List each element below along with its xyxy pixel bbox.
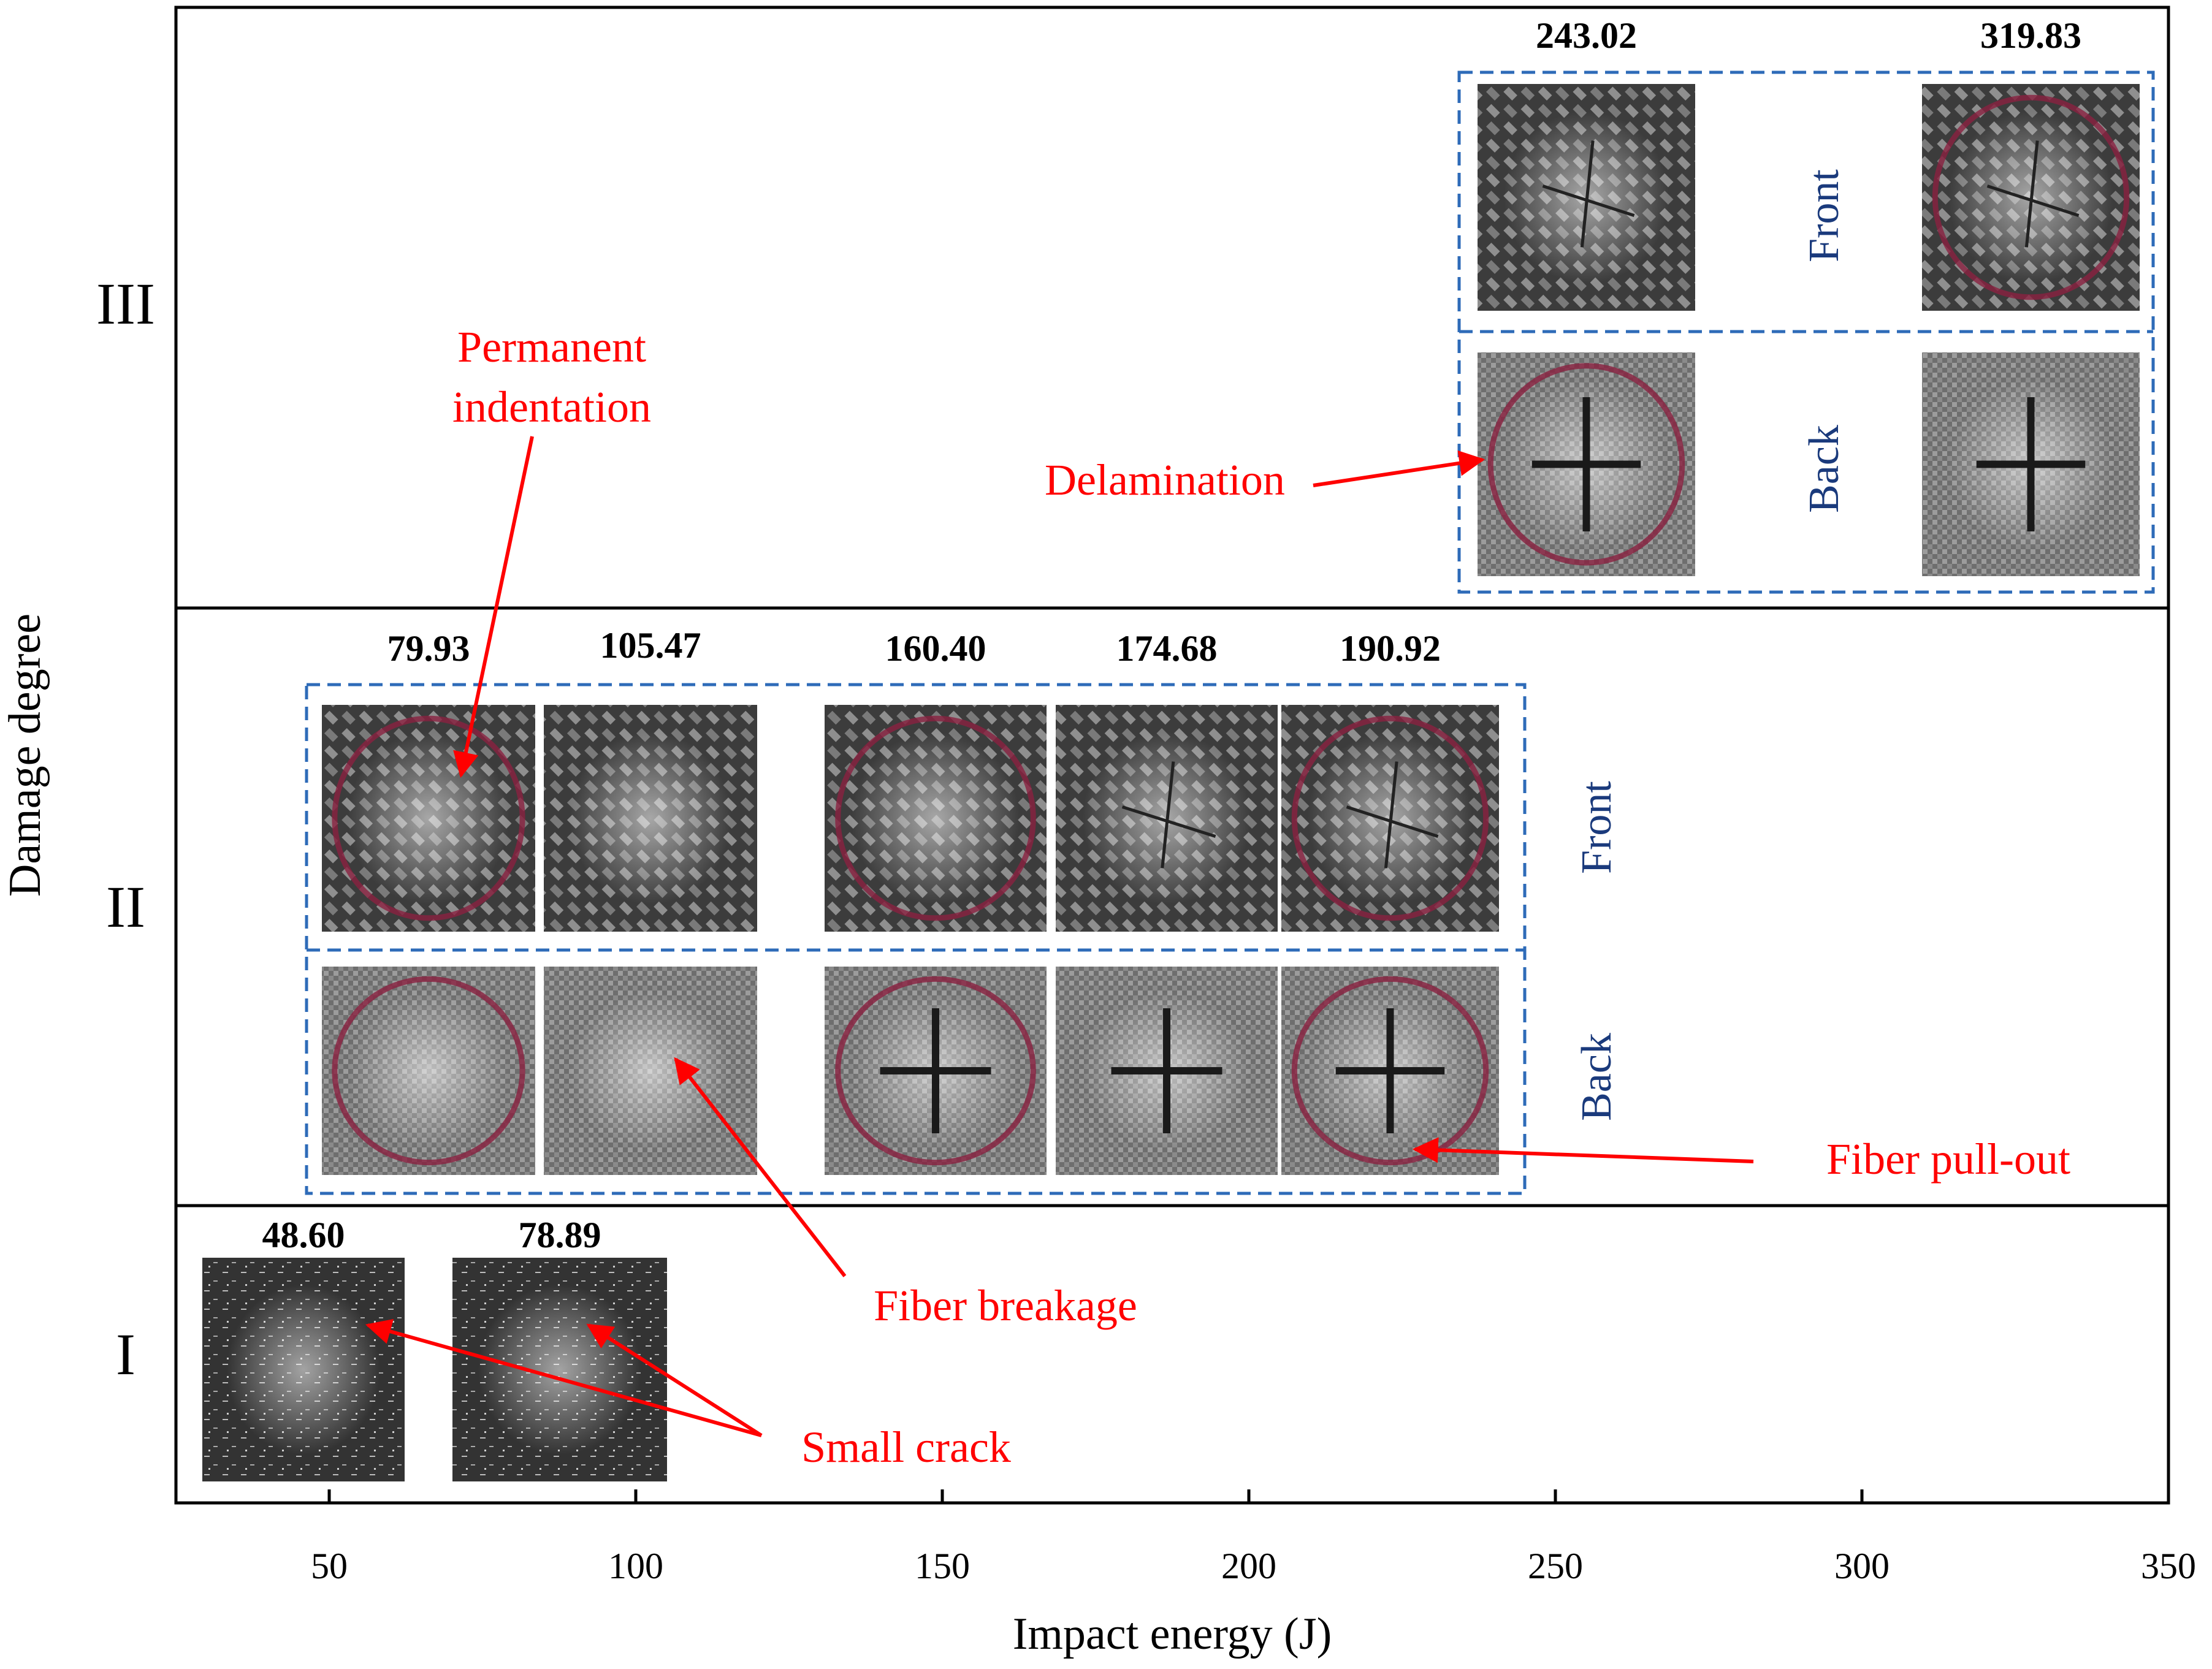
specimen-back-III-0 (1478, 352, 1695, 576)
specimen-back-II-0 (322, 967, 535, 1175)
panel-level-II (305, 683, 1527, 1195)
specimen-back-II-4 (1281, 967, 1499, 1175)
x-axis-ticks: 50 100 150 200 250 300 350 (311, 1489, 2196, 1586)
energy-label-III-0: 243.02 (1536, 15, 1637, 56)
annotation-fiber-pullout: Fiber pull-out (1412, 1135, 2070, 1184)
x-tick-label-300: 300 (1834, 1546, 1890, 1586)
specimen-images: 48.60 78.89 79.93 105.47 160.40 174.68 190.92 2… (202, 15, 2140, 1481)
y-axis-title: Damage degree (0, 614, 50, 897)
x-tick-label-50: 50 (311, 1546, 348, 1586)
energy-label-I-0: 48.60 (262, 1215, 345, 1255)
level-label-II: II (106, 874, 145, 940)
svg-text:Small crack: Small crack (801, 1423, 1011, 1472)
label-front-II: Front (1573, 781, 1620, 874)
svg-text:Permanent: Permanent (457, 322, 646, 371)
label-front-III: Front (1801, 169, 1848, 262)
x-tick-label-350: 350 (2141, 1546, 2196, 1586)
panel-level-III (1457, 70, 2155, 594)
annotation-fiber-breakage: Fiber breakage (674, 1057, 1137, 1330)
energy-label-I-1: 78.89 (519, 1215, 601, 1255)
svg-text:Delamination: Delamination (1045, 455, 1285, 504)
svg-text:indentation: indentation (452, 382, 651, 432)
annotation-permanent-indentation: Permanent indentation (452, 322, 651, 778)
x-tick-label-250: 250 (1528, 1546, 1583, 1586)
energy-label-II-2: 160.40 (885, 628, 986, 669)
specimen-front-III-0 (1478, 84, 1695, 311)
energy-label-II-3: 174.68 (1116, 628, 1218, 669)
specimen-front-II-0 (322, 705, 535, 932)
level-label-III: III (96, 271, 155, 336)
energy-label-II-4: 190.92 (1340, 628, 1441, 669)
svg-text:Fiber pull-out: Fiber pull-out (1826, 1135, 2070, 1184)
specimen-front-II-1 (544, 705, 757, 932)
specimen-back-II-1 (544, 967, 757, 1175)
label-back-II: Back (1573, 1033, 1620, 1121)
specimen-back-III-1 (1922, 352, 2140, 576)
specimen-front-II-2 (825, 705, 1047, 932)
energy-label-II-1: 105.47 (600, 625, 701, 666)
x-tick-label-150: 150 (915, 1546, 970, 1586)
specimen-front-II-3 (1056, 705, 1278, 932)
annotation-delamination: Delamination (1045, 450, 1485, 504)
energy-label-II-0: 79.93 (387, 628, 470, 669)
x-tick-label-100: 100 (608, 1546, 663, 1586)
specimen-photo-I-0 (202, 1258, 405, 1481)
specimen-front-III-1 (1922, 84, 2140, 311)
label-back-III: Back (1801, 425, 1848, 513)
x-tick-label-200: 200 (1221, 1546, 1276, 1586)
specimen-front-II-4 (1281, 705, 1499, 932)
level-label-I: I (116, 1321, 135, 1387)
energy-label-III-1: 319.83 (1980, 15, 2081, 56)
specimen-back-II-3 (1056, 967, 1278, 1175)
svg-text:Fiber breakage: Fiber breakage (874, 1281, 1137, 1330)
specimen-photo-I-1 (452, 1258, 667, 1481)
specimen-back-II-2 (825, 967, 1047, 1175)
plot-frame (174, 6, 2170, 1505)
x-axis-title: Impact energy (J) (1013, 1609, 1332, 1659)
annotation-small-crack: Small crack (365, 1318, 1011, 1472)
